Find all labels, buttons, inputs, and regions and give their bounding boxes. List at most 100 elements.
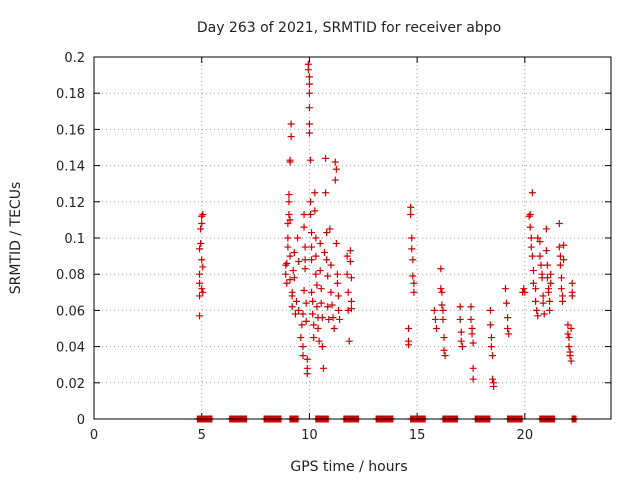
data-point [526,210,534,218]
data-point [294,234,302,242]
data-point [306,198,314,206]
data-point [303,370,311,378]
data-point [301,265,309,273]
data-point [284,234,292,242]
data-point [489,352,497,360]
data-point [285,198,293,206]
y-tick-label: 0.06 [56,304,85,319]
data-point [566,352,574,360]
data-point [198,212,206,220]
data-point [490,382,498,390]
data-point [308,229,316,237]
data-point [290,248,298,256]
data-point [316,239,324,247]
data-point [568,279,576,287]
data-point [456,303,464,311]
data-point [199,263,207,271]
data-point [503,299,511,307]
data-point [437,265,445,273]
data-point [285,210,293,218]
data-point [196,270,204,278]
data-point [297,334,305,342]
data-point [323,256,331,264]
data-point [532,297,540,305]
axis-ticks: 0 5 10 15 20 0 0.02 0.04 0.06 0.08 0.1 0.12 0.14 0.16… [56,51,611,443]
data-point [528,189,536,197]
data-point [199,210,207,218]
data-point [439,315,447,323]
data-point [286,156,294,164]
data-point [308,288,316,296]
data-point [300,223,308,231]
data-point [287,120,295,128]
data-point [309,310,317,318]
data-point [324,272,332,280]
data-point [564,321,572,329]
data-point [438,288,446,296]
data-point [305,73,313,81]
data-point [405,325,413,332]
data-point [303,355,311,363]
data-point [547,279,555,287]
data-point [505,330,513,338]
y-tick-label: 0.2 [64,51,85,66]
data-point [555,243,563,251]
data-point [312,252,320,260]
data-point [486,306,494,314]
data-point [305,120,313,128]
data-point [537,261,545,269]
data-point [325,315,333,323]
data-point [300,286,308,294]
data-point [301,256,309,264]
data-point [198,220,206,228]
data-point [318,343,326,351]
data-point [329,314,337,322]
data-point [302,299,310,307]
data-point [287,133,295,141]
data-point [433,325,441,332]
data-point [521,288,529,296]
data-point [526,223,534,231]
data-point [286,252,294,260]
data-point [332,239,340,247]
data-point [322,189,330,197]
y-tick-label: 0.02 [56,377,85,392]
data-point [331,158,339,166]
data-point [323,229,331,237]
x-tick-label: 15 [409,428,426,443]
data-point [332,165,340,173]
data-point [469,339,477,347]
data-point [489,375,497,383]
data-point [536,238,544,246]
data-point [430,306,438,314]
y-tick-label: 0 [77,413,85,428]
data-point [196,245,204,253]
data-point [567,357,575,365]
data-point [312,234,320,242]
data-point [289,267,297,275]
data-point [284,220,292,228]
data-point [286,276,294,284]
data-point [324,303,332,311]
data-point [546,297,554,305]
x-tick-label: 10 [301,428,318,443]
data-point [344,306,352,314]
data-point [198,285,206,293]
plot-frame [93,56,612,420]
data-point [317,299,325,307]
y-tick-label: 0.04 [56,341,85,356]
data-point [458,343,466,351]
data-point [407,203,415,211]
data-point [469,375,477,383]
data-point [313,281,321,289]
data-point [344,288,352,296]
data-point [534,234,542,242]
data-point [291,310,299,318]
data-point [197,225,205,233]
data-point [565,343,573,351]
data-point [302,317,310,325]
data-point [504,314,512,322]
data-point [347,305,355,313]
data-point [467,315,475,323]
data-point [310,334,318,342]
